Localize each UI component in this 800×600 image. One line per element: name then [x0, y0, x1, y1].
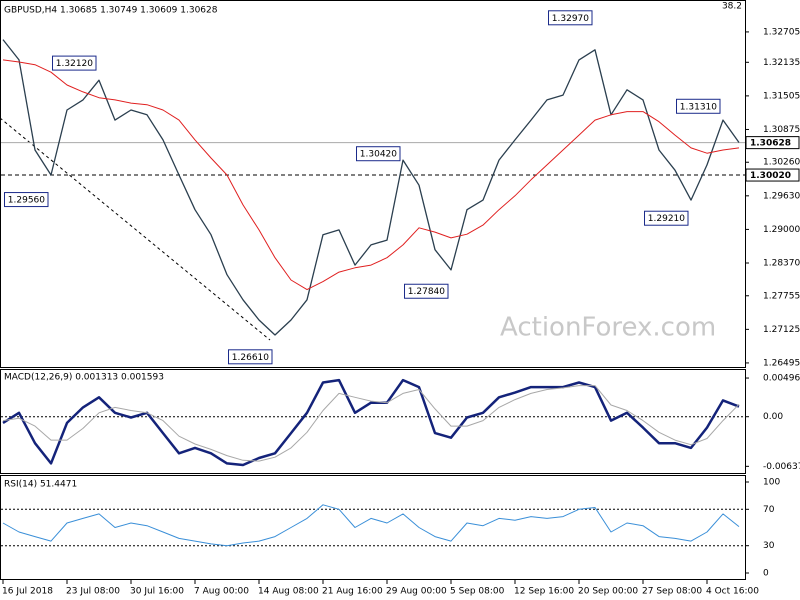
x-tick-label: 30 Jul 16:00 — [130, 587, 184, 597]
y-tick-label: 1.29630 — [763, 191, 800, 201]
rsi-title: RSI(14) 51.4471 — [4, 480, 77, 490]
rsi-panel — [0, 475, 746, 580]
y-tick-label: 1.31505 — [763, 91, 800, 101]
y-tick-label: 1.26495 — [763, 358, 800, 368]
annotation-box — [676, 98, 721, 114]
annotation-label: 1.31310 — [680, 102, 717, 112]
y-tick-label: 100 — [763, 478, 780, 488]
y-tick-label: 1.27755 — [763, 291, 800, 301]
y-tick-label: 1.29000 — [763, 225, 800, 235]
level-label: 1.30020 — [750, 171, 791, 181]
annotation-box — [548, 10, 593, 26]
annotation-label: 1.29210 — [648, 214, 685, 224]
y-tick-label: 0 — [763, 569, 769, 579]
x-tick-label: 23 Jul 08:00 — [66, 587, 120, 597]
series-line — [2, 385, 740, 462]
annotation-box — [404, 283, 449, 299]
annotation-label: 1.32970 — [552, 14, 589, 24]
annotation-box — [356, 146, 401, 162]
annotation-label: 1.26610 — [232, 353, 269, 363]
trend-line — [0, 117, 271, 341]
level-label: 1.30628 — [750, 139, 791, 149]
level-label-box — [745, 168, 800, 182]
macd-panel — [0, 369, 746, 474]
x-tick-label: 27 Sep 08:00 — [642, 587, 702, 597]
y-tick-label: 1.32135 — [763, 58, 800, 68]
y-tick-label: 70 — [763, 505, 775, 515]
y-tick-label: 1.30875 — [763, 125, 800, 135]
y-tick-label: 30 — [763, 541, 775, 551]
watermark: ActionForex.com — [500, 313, 716, 343]
x-tick-label: 12 Sep 16:00 — [514, 587, 574, 597]
y-tick-label: 1.27125 — [763, 325, 800, 335]
x-tick-label: 5 Sep 08:00 — [450, 587, 505, 597]
annotation-label: 1.29560 — [8, 196, 45, 206]
series-line — [2, 378, 740, 467]
x-tick-label: 16 Jul 2018 — [2, 587, 53, 597]
series-line — [2, 39, 740, 336]
macd-title: MACD(12,26,9) 0.001313 0.001593 — [4, 373, 164, 383]
y-tick-label: -0.006372 — [763, 462, 800, 472]
series-line — [2, 504, 740, 547]
y-tick-label: 1.32705 — [763, 27, 800, 37]
annotation-box — [644, 210, 689, 226]
annotation-box — [228, 349, 273, 365]
x-tick-label: 14 Aug 08:00 — [258, 587, 319, 597]
annotation-label: 1.30420 — [360, 150, 397, 160]
y-tick-label: 0.004968 — [763, 374, 800, 384]
y-tick-label: 1.28370 — [763, 258, 800, 268]
annotation-box — [4, 192, 49, 208]
annotation-box — [52, 55, 97, 71]
x-tick-label: 7 Aug 00:00 — [194, 587, 249, 597]
corner-label: 38.2 — [722, 2, 742, 12]
x-tick-label: 29 Aug 00:00 — [386, 587, 447, 597]
x-tick-label: 20 Sep 00:00 — [578, 587, 638, 597]
price-panel — [0, 0, 746, 368]
x-tick-label: 4 Oct 16:00 — [706, 587, 759, 597]
level-label-box — [745, 136, 800, 150]
annotation-label: 1.32120 — [56, 59, 93, 69]
series-line — [2, 59, 740, 291]
price-title: GBPUSD,H4 1.30685 1.30749 1.30609 1.3062… — [4, 6, 218, 16]
x-tick-label: 21 Aug 16:00 — [322, 587, 383, 597]
annotation-label: 1.27840 — [408, 287, 445, 297]
y-tick-label: 0.00 — [763, 412, 783, 422]
y-tick-label: 1.30260 — [763, 158, 800, 168]
